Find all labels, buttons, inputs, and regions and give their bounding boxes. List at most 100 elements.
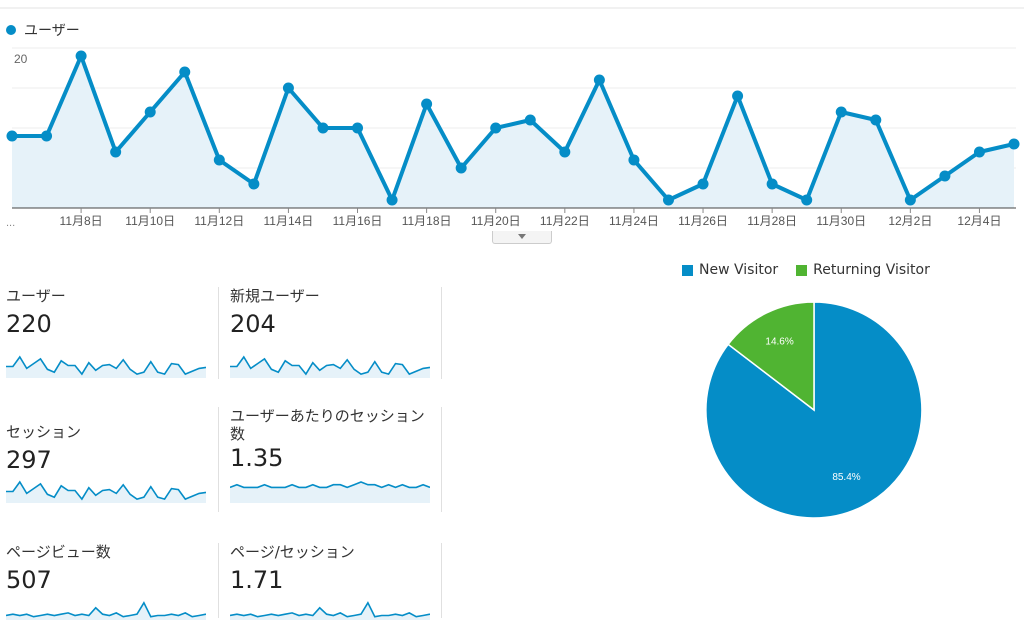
legend-swatch-icon — [682, 264, 693, 276]
legend-label: ユーザー — [24, 23, 80, 39]
data-point[interactable] — [6, 130, 18, 142]
metric-sessions[interactable]: セッション 297 — [6, 407, 216, 507]
metric-label: セッション — [6, 423, 82, 441]
sparkline-line — [230, 481, 430, 489]
sparkline-fill — [6, 602, 206, 620]
x-tick-label: 11月24日 — [609, 214, 659, 228]
users-data-points[interactable] — [6, 50, 1020, 206]
legend-returning-visitor[interactable]: Returning Visitor — [796, 262, 930, 278]
data-point[interactable] — [939, 170, 951, 182]
metric-users[interactable]: ユーザー 220 — [6, 287, 216, 382]
metric-pages-per-session[interactable]: ページ/セッション 1.71 — [230, 543, 440, 620]
data-point[interactable] — [766, 178, 778, 190]
metric-label: ページビュー数 — [6, 543, 111, 561]
metric-sparkline — [6, 601, 206, 620]
visitor-pie-chart: 85.4% 14.6% — [705, 301, 923, 519]
legend-label: New Visitor — [699, 262, 779, 278]
metric-label: ページ/セッション — [230, 543, 355, 561]
sparkline-line — [230, 601, 430, 618]
metric-value: 1.71 — [230, 566, 284, 594]
data-point[interactable] — [75, 50, 87, 62]
data-point[interactable] — [973, 146, 985, 158]
legend-new-visitor[interactable]: New Visitor — [682, 262, 778, 278]
metric-divider — [218, 287, 219, 379]
caret-down-icon — [518, 234, 526, 239]
data-point[interactable] — [110, 146, 122, 158]
data-point[interactable] — [282, 82, 294, 94]
data-point[interactable] — [317, 122, 329, 134]
data-point[interactable] — [179, 66, 191, 78]
data-point[interactable] — [248, 178, 260, 190]
pie-slice-returning-visitor[interactable] — [727, 301, 815, 412]
x-tick-label: 11月10日 — [125, 214, 175, 228]
data-point[interactable] — [904, 194, 916, 206]
legend-dot-icon — [6, 25, 16, 35]
metric-value: 297 — [6, 446, 52, 474]
sparkline-fill — [230, 357, 430, 378]
x-axis-ticks: 11月8日 11月10日 11月12日 11月14日 11月16日 11月18日 11月20… — [60, 208, 1001, 228]
data-point[interactable] — [386, 194, 398, 206]
data-point[interactable] — [352, 122, 364, 134]
metric-sparkline — [230, 355, 430, 378]
metric-divider — [441, 543, 442, 618]
metric-sparkline — [230, 601, 430, 620]
data-point[interactable] — [1008, 138, 1020, 150]
pie-legend: New Visitor Returning Visitor — [682, 262, 930, 278]
data-point[interactable] — [732, 90, 744, 102]
x-tick-label: 12月2日 — [888, 214, 932, 228]
sparkline-line — [230, 355, 430, 376]
metric-value: 204 — [230, 310, 276, 338]
x-tick-label: 11月30日 — [816, 214, 866, 228]
data-point[interactable] — [455, 162, 467, 174]
sparkline-line — [6, 355, 206, 376]
metric-value: 220 — [6, 310, 52, 338]
x-axis-ellipsis: ... — [6, 217, 15, 229]
data-point[interactable] — [213, 154, 225, 166]
metric-label: 新規ユーザー — [230, 287, 320, 305]
y-tick-label: 20 — [14, 52, 28, 66]
users-legend[interactable]: ユーザー — [6, 20, 80, 40]
data-point[interactable] — [835, 106, 847, 118]
metric-divider — [218, 407, 219, 512]
x-tick-label: 11月26日 — [678, 214, 728, 228]
sparkline-fill — [230, 602, 430, 620]
pie-label-returning-visitor: 14.6% — [765, 336, 793, 347]
x-tick-label: 11月28日 — [747, 214, 797, 228]
legend-swatch-icon — [796, 264, 808, 276]
data-point[interactable] — [662, 194, 674, 206]
data-point[interactable] — [628, 154, 640, 166]
legend-label: Returning Visitor — [813, 262, 930, 278]
metric-divider — [441, 287, 442, 379]
sparkline-line — [6, 601, 206, 618]
data-point[interactable] — [41, 130, 53, 142]
x-tick-label: 11月16日 — [333, 214, 383, 228]
data-point[interactable] — [697, 178, 709, 190]
metric-new-users[interactable]: 新規ユーザー 204 — [230, 287, 440, 382]
data-point[interactable] — [801, 194, 813, 206]
data-point[interactable] — [559, 146, 571, 158]
sparkline-fill — [6, 482, 206, 503]
x-tick-label: 11月20日 — [471, 214, 521, 228]
metric-value: 1.35 — [230, 444, 284, 472]
users-area-fill — [12, 56, 1014, 208]
data-point[interactable] — [490, 122, 502, 134]
metric-sparkline — [6, 480, 206, 503]
data-point[interactable] — [524, 114, 536, 126]
data-point[interactable] — [870, 114, 882, 126]
pie-label-new-visitor: 85.4% — [832, 472, 860, 483]
x-tick-label: 11月18日 — [402, 214, 452, 228]
metric-divider — [441, 407, 442, 512]
data-point[interactable] — [421, 98, 433, 110]
x-tick-label: 11月8日 — [60, 214, 103, 228]
x-tick-label: 11月14日 — [264, 214, 314, 228]
sparkline-line — [6, 480, 206, 501]
metric-pageviews[interactable]: ページビュー数 507 — [6, 543, 216, 620]
metric-sessions-per-user[interactable]: ユーザーあたりのセッション数 1.35 — [230, 407, 440, 507]
data-point[interactable] — [593, 74, 605, 86]
users-line-chart: 20 10 ... 11月8日11月10日11月12日11月14日11月16日1… — [0, 7, 1024, 229]
x-tick-label: 11月22日 — [540, 214, 590, 228]
chart-collapse-button[interactable] — [492, 231, 552, 244]
metric-label: ユーザー — [6, 287, 66, 305]
data-point[interactable] — [144, 106, 156, 118]
sparkline-fill — [6, 357, 206, 378]
